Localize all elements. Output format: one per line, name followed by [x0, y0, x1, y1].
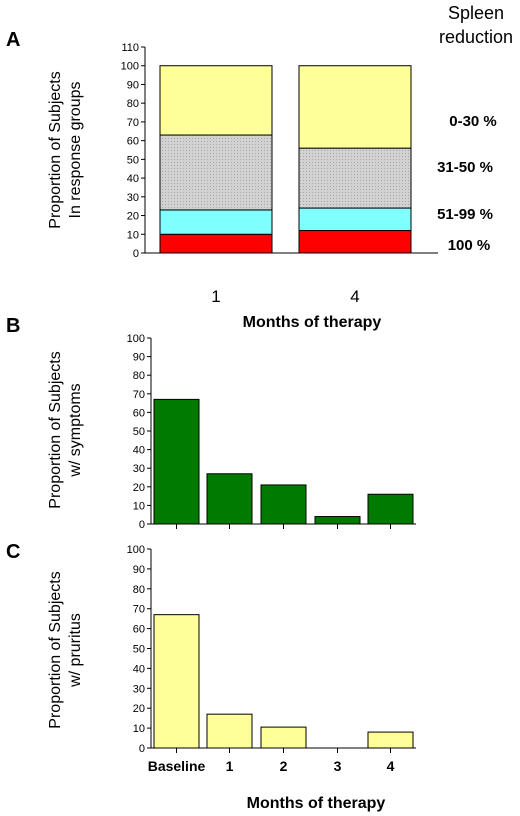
panel-a-bar-4-segment-1 — [298, 230, 412, 254]
panel-b-ylabel: Proportion of Subjects w/ symptoms — [47, 351, 84, 508]
panel-b-ytick-label: 30 — [133, 463, 145, 475]
panel-c-xtick-label: Baseline — [148, 758, 206, 774]
panel-a-bar-1-segment-2 — [159, 209, 273, 235]
panel-c-bar-1 — [206, 713, 253, 749]
panel-c-ylabel-line-1: Proportion of Subjects — [47, 571, 64, 728]
panel-a-xtick-label: 1 — [211, 287, 220, 306]
panel-c-bar-2 — [260, 726, 307, 749]
legend-label-2: 51-99 % — [437, 206, 493, 223]
panel-c-ytick-label: 0 — [139, 743, 145, 755]
panel-c-xtick-label: 3 — [334, 758, 342, 774]
panel-b-bar-4 — [367, 493, 414, 525]
panel-c-ytick-label: 40 — [133, 663, 145, 675]
panel-a-ytick-label: 50 — [127, 154, 139, 166]
panel-c-ytick-label: 60 — [133, 624, 145, 636]
panel-a-ytick-label: 60 — [127, 136, 139, 148]
panel-b-ytick-label: 0 — [139, 519, 145, 531]
panel-a-ytick-label: 20 — [127, 211, 139, 223]
panel-c-bar-Baseline — [153, 614, 200, 749]
panel-a-ytick-label: 90 — [127, 79, 139, 91]
panel-b-ytick-label: 50 — [133, 426, 145, 438]
panel-a-xlabel: Months of therapy — [243, 314, 382, 331]
panel-a-ytick-label: 100 — [121, 61, 139, 73]
panel-c-ytick-label: 20 — [133, 703, 145, 715]
panel-a-ytick-label: 40 — [127, 173, 139, 185]
panel-b-ytick-label: 10 — [133, 500, 145, 512]
panel-c-letter: C — [6, 541, 20, 563]
panel-c-ytick-label: 10 — [133, 723, 145, 735]
panel-b-ytick-label: 40 — [133, 445, 145, 457]
panel-c-xlabel: Months of therapy — [247, 795, 386, 812]
panel-b-ytick-label: 20 — [133, 482, 145, 494]
panel-a-bar-4-segment-2 — [298, 207, 412, 232]
panel-b-bar-3 — [314, 516, 361, 525]
panel-c-xtick-label: 2 — [280, 758, 288, 774]
panel-c-xtick-label: 4 — [387, 758, 395, 774]
panel-a-bar-4-segment-4 — [298, 65, 412, 149]
panel-c-ylabel: Proportion of Subjects w/ pruritus — [47, 571, 84, 728]
legend-label-3: 31-50 % — [437, 159, 493, 176]
legend-label-4: 0-30 % — [449, 113, 497, 130]
panel-a-ytick-label: 0 — [133, 248, 139, 260]
panel-c-ytick-label: 70 — [133, 604, 145, 616]
panel-a-ytick-label: 10 — [127, 229, 139, 241]
panel-b-ytick-label: 80 — [133, 370, 145, 382]
panel-b-ytick-label: 60 — [133, 407, 145, 419]
legend-label-1: 100 % — [448, 237, 491, 254]
panel-b-bar-Baseline — [153, 398, 200, 525]
panel-c-ytick-label: 100 — [127, 544, 145, 556]
panel-b-ytick-label: 70 — [133, 389, 145, 401]
legend-title-line-2: reduction — [439, 27, 513, 47]
panel-c-ytick-label: 80 — [133, 584, 145, 596]
panel-b-bar-1 — [206, 473, 253, 525]
panel-b-ytick-label: 100 — [127, 333, 145, 345]
panel-a-bar-1-segment-3 — [159, 134, 273, 211]
panel-a-ylabel-line-1: Proportion of Subjects — [47, 71, 64, 228]
panel-c-ytick-label: 30 — [133, 683, 145, 695]
panel-a-ytick-label: 70 — [127, 117, 139, 129]
panel-b-letter: B — [6, 315, 20, 337]
panel-a-ytick-label: 80 — [127, 98, 139, 110]
panel-c-xtick-label: 1 — [226, 758, 234, 774]
panel-c-ylabel-line-2: w/ pruritus — [67, 613, 84, 688]
panel-a-letter: A — [6, 29, 20, 51]
panel-b-ylabel-line-2: w/ symptoms — [67, 383, 84, 477]
panel-a-ytick-label: 110 — [121, 42, 139, 54]
panel-c-ytick-label: 50 — [133, 644, 145, 656]
panel-b-ytick-label: 90 — [133, 352, 145, 364]
panel-a-ylabel-line-2: In response groups — [67, 82, 84, 219]
panel-a-bar-4-segment-3 — [298, 147, 412, 209]
legend-title-line-1: Spleen — [448, 3, 504, 23]
panel-c-ytick-label: 90 — [133, 564, 145, 576]
panel-a-bar-1-segment-4 — [159, 65, 273, 136]
panel-a-ylabel: Proportion of Subjects In response groups — [47, 71, 84, 228]
panel-a-xtick-label: 4 — [350, 287, 359, 306]
panel-b-ylabel-line-1: Proportion of Subjects — [47, 351, 64, 508]
panel-a-ytick-label: 30 — [127, 192, 139, 204]
panel-a-bar-1-segment-1 — [159, 233, 273, 254]
panel-b-bar-2 — [260, 484, 307, 525]
panel-c-bar-4 — [367, 731, 414, 749]
